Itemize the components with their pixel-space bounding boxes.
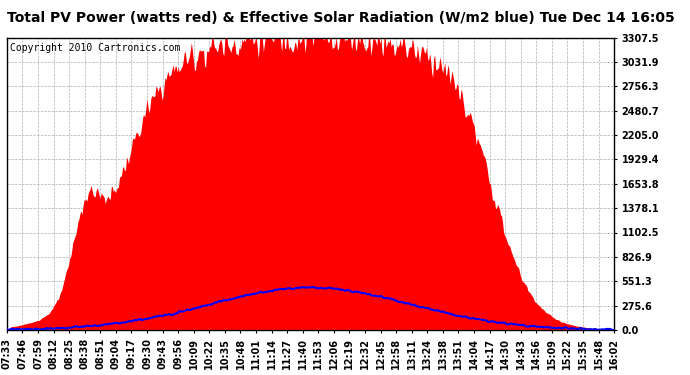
Text: Total PV Power (watts red) & Effective Solar Radiation (W/m2 blue) Tue Dec 14 16: Total PV Power (watts red) & Effective S…	[7, 11, 675, 25]
Text: Copyright 2010 Cartronics.com: Copyright 2010 Cartronics.com	[10, 44, 180, 53]
